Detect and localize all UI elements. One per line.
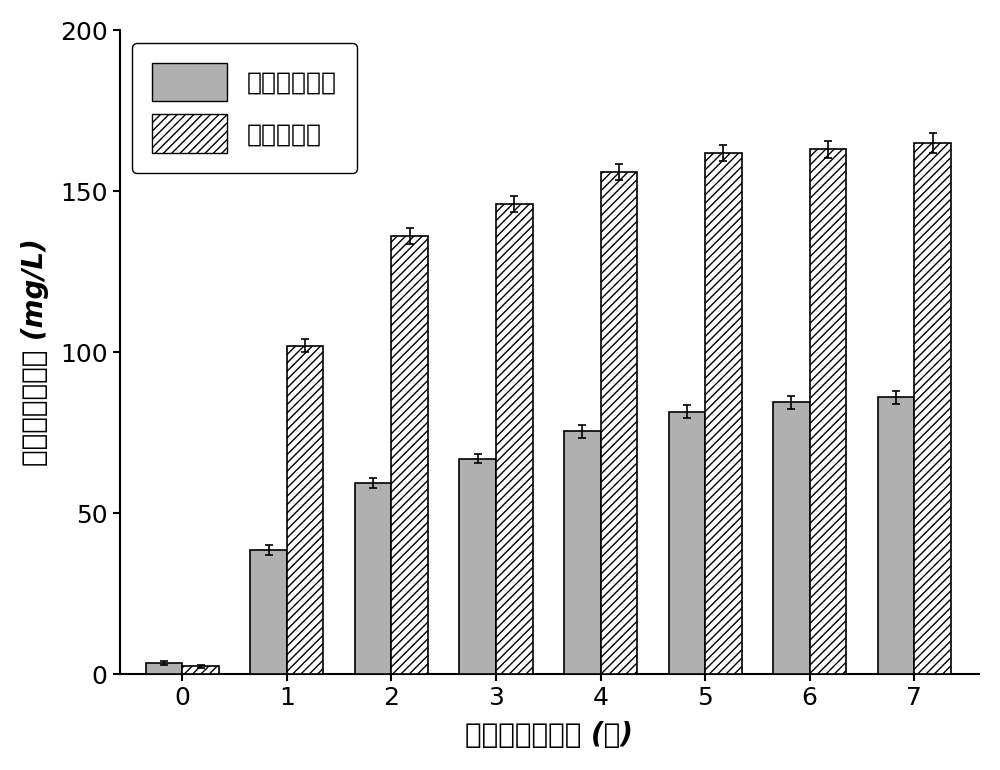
Bar — [914, 143, 951, 675]
Bar — [182, 666, 219, 675]
Bar — [669, 412, 705, 675]
Bar — [564, 431, 601, 675]
Legend: 未加蚕蛹粉组, 加蚕蛹粉组: 未加蚕蛹粉组, 加蚕蛹粉组 — [132, 43, 357, 172]
Bar — [496, 204, 533, 675]
Bar — [459, 459, 496, 675]
Bar — [287, 346, 323, 675]
Bar — [810, 149, 846, 675]
X-axis label: 厌氧共发酵时间 (天): 厌氧共发酵时间 (天) — [465, 721, 633, 749]
Bar — [601, 172, 637, 675]
Bar — [773, 402, 810, 675]
Bar — [878, 397, 914, 675]
Y-axis label: 溶解性正磷浓度 (mg/L): 溶解性正磷浓度 (mg/L) — [21, 239, 49, 466]
Bar — [355, 483, 391, 675]
Bar — [146, 663, 182, 675]
Bar — [705, 152, 742, 675]
Bar — [391, 236, 428, 675]
Bar — [250, 551, 287, 675]
